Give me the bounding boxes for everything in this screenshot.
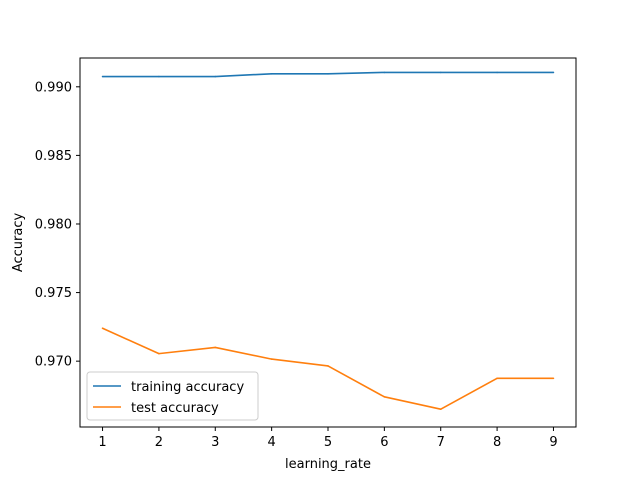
x-axis-label: learning_rate: [285, 457, 371, 472]
x-tick-label: 3: [211, 435, 219, 450]
data-point-training-accuracy: [158, 75, 160, 78]
x-tick-label: 8: [493, 435, 501, 450]
plot-area-frame: [79, 57, 577, 428]
y-tick-label: 0.980: [35, 217, 72, 232]
data-point-test-accuracy: [383, 396, 386, 398]
data-point-test-accuracy: [214, 346, 217, 349]
y-axis-ticks: 0.970 0.975 0.980 0.985 0.990: [35, 80, 80, 370]
y-tick-label: 0.990: [35, 80, 72, 95]
legend: training accuracy test accuracy: [86, 371, 259, 421]
x-tick-label: 7: [437, 435, 445, 450]
y-tick-label: 0.975: [35, 286, 72, 301]
data-point-training-accuracy: [214, 75, 217, 78]
series-layer: [101, 71, 555, 410]
data-point-test-accuracy: [158, 352, 160, 355]
legend-label-test-accuracy: test accuracy: [131, 401, 219, 416]
x-axis-ticks: 1 2 3 4 5 6 7 8 9: [98, 427, 558, 450]
data-point-training-accuracy: [270, 72, 273, 75]
data-point-training-accuracy: [101, 75, 104, 78]
data-point-training-accuracy: [552, 71, 555, 74]
x-tick-label: 5: [324, 435, 332, 450]
data-point-test-accuracy: [496, 377, 498, 380]
data-point-training-accuracy: [383, 71, 386, 74]
x-tick-label: 9: [549, 435, 557, 450]
data-point-training-accuracy: [496, 71, 498, 74]
x-tick-label: 2: [155, 435, 163, 450]
y-axis-label: Accuracy: [11, 213, 26, 273]
data-point-training-accuracy: [439, 71, 442, 74]
x-tick-label: 6: [380, 435, 388, 450]
data-point-test-accuracy: [327, 365, 329, 367]
legend-label-training-accuracy: training accuracy: [131, 380, 244, 395]
data-point-test-accuracy: [439, 408, 442, 410]
data-point-test-accuracy: [270, 358, 273, 360]
data-point-training-accuracy: [327, 72, 329, 75]
data-point-test-accuracy: [552, 377, 555, 380]
y-tick-label: 0.985: [35, 149, 72, 164]
y-tick-label: 0.970: [35, 355, 72, 370]
x-tick-label: 4: [267, 435, 275, 450]
legend-box: [86, 371, 259, 421]
data-point-test-accuracy: [101, 327, 104, 330]
x-tick-label: 1: [98, 435, 106, 450]
